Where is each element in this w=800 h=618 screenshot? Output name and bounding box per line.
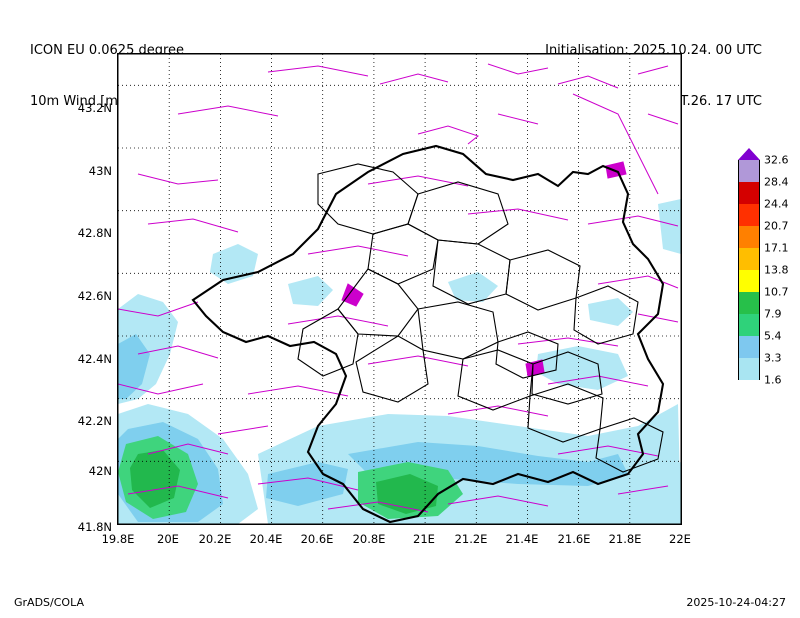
x-tick-label: 21.4E (505, 532, 539, 546)
colorbar-tick-label: 17.1 (764, 241, 789, 255)
colorbar-band (738, 270, 760, 292)
x-tick-label: 20E (157, 532, 179, 546)
colorbar-tick-label: 28.4 (764, 175, 789, 189)
x-tick-label: 21.6E (557, 532, 591, 546)
colorbar-tick-label: 13.8 (764, 263, 789, 277)
x-tick-label: 22E (669, 532, 691, 546)
x-tick-label: 20.2E (198, 532, 232, 546)
colorbar-band (738, 160, 760, 182)
colorbar-tick-label: 32.6 (764, 153, 789, 167)
colorbar-tick-label: 10.7 (764, 285, 789, 299)
y-tick-label: 43.2N (77, 101, 112, 115)
colorbar-band (738, 226, 760, 248)
x-tick-label: 21.8E (608, 532, 642, 546)
x-tick-label: 21.2E (454, 532, 488, 546)
admin-boundaries (297, 163, 664, 473)
colorbar: 32.6 28.4 24.4 20.7 17.1 13.8 10.7 7.9 5.4 3.3 1.6 (738, 148, 789, 432)
colorbar-tick-label: 20.7 (764, 219, 789, 233)
colorbar-band (738, 248, 760, 270)
x-tick-label: 20.8E (352, 532, 386, 546)
x-tick-label: 19.8E (101, 532, 135, 546)
footer-timestamp: 2025-10-24-04:27 (686, 596, 786, 609)
wind-vector-field (118, 63, 679, 513)
colorbar-top-cap (738, 148, 760, 160)
colorbar-band (738, 292, 760, 314)
colorbar-band (738, 182, 760, 204)
colorbar-band (738, 336, 760, 358)
footer-credit: GrADS/COLA (14, 596, 84, 609)
colorbar-tick-label: 5.4 (764, 329, 782, 343)
colorbar-band (738, 358, 760, 380)
x-tick-label: 20.4E (249, 532, 283, 546)
y-tick-label: 42N (88, 464, 112, 478)
map-plot-area (117, 53, 682, 525)
x-tick-label: 20.6E (300, 532, 334, 546)
y-tick-label: 43N (88, 164, 112, 178)
colorbar-tick-label: 7.9 (764, 307, 782, 321)
y-tick-label: 42.4N (77, 352, 112, 366)
y-tick-label: 41.8N (77, 520, 112, 534)
colorbar-bottom-cap (738, 380, 760, 392)
y-tick-label: 42.8N (77, 226, 112, 240)
colorbar-tick-label: 3.3 (764, 351, 782, 365)
colorbar-tick-label: 24.4 (764, 197, 789, 211)
shaded-band-7.9 (130, 450, 438, 514)
colorbar-tick-label: 1.6 (764, 373, 782, 387)
x-tick-label: 21E (413, 532, 435, 546)
country-border (191, 144, 665, 524)
y-tick-label: 42.6N (77, 289, 112, 303)
colorbar-band (738, 204, 760, 226)
colorbar-band (738, 314, 760, 336)
y-tick-label: 42.2N (77, 414, 112, 428)
